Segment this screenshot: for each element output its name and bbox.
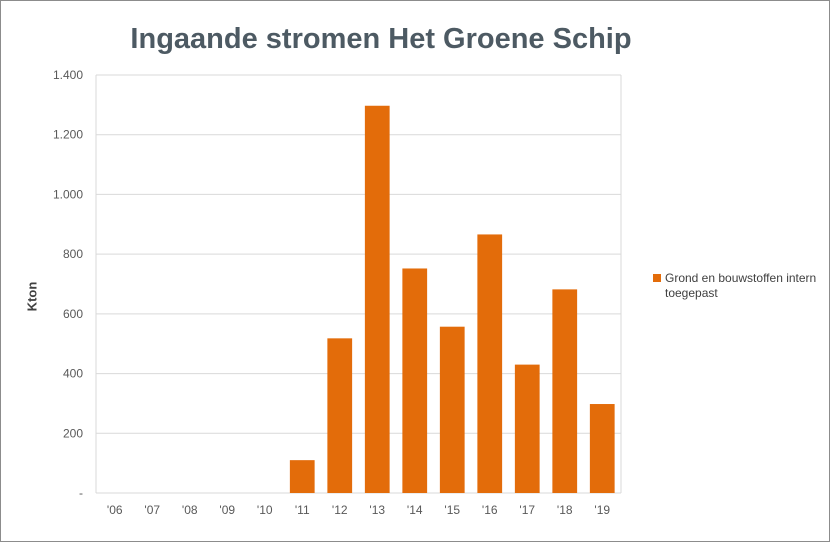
x-tick-label: '19 (594, 503, 610, 517)
bar (589, 404, 615, 493)
chart-title: Ingaande stromen Het Groene Schip (130, 23, 632, 55)
x-tick-label: '13 (369, 503, 385, 517)
bar (477, 234, 503, 494)
legend-label: Grond en bouwstoffen intern toegepast (665, 271, 817, 300)
y-tick-label: 800 (63, 247, 83, 261)
bar (327, 338, 353, 493)
y-tick-label: 400 (63, 367, 83, 381)
y-tick-label: 1.000 (53, 187, 83, 201)
x-tick-label: '06 (107, 503, 123, 517)
bar (364, 105, 390, 493)
bar (552, 289, 578, 493)
legend: Grond en bouwstoffen intern toegepast (653, 271, 823, 301)
bar (514, 364, 540, 493)
x-tick-label: '10 (257, 503, 273, 517)
y-tick-label: 200 (63, 426, 83, 440)
y-tick-label: 1.200 (53, 128, 83, 142)
x-tick-label: '15 (444, 503, 460, 517)
y-tick-label: 600 (63, 307, 83, 321)
x-tick-label: '16 (482, 503, 498, 517)
x-tick-label: '09 (219, 503, 235, 517)
x-tick-label: '14 (407, 503, 423, 517)
x-tick-label: '07 (144, 503, 160, 517)
x-tick-label: '17 (519, 503, 535, 517)
x-tick-label: '12 (332, 503, 348, 517)
x-tick-label: '18 (557, 503, 573, 517)
bar (402, 268, 428, 493)
bar (439, 326, 465, 493)
y-tick-label: 1.400 (53, 68, 83, 82)
y-tick-label: - (79, 486, 83, 500)
x-tick-label: '08 (182, 503, 198, 517)
x-tick-label: '11 (295, 503, 310, 517)
legend-swatch (653, 274, 661, 282)
bar (289, 460, 315, 493)
